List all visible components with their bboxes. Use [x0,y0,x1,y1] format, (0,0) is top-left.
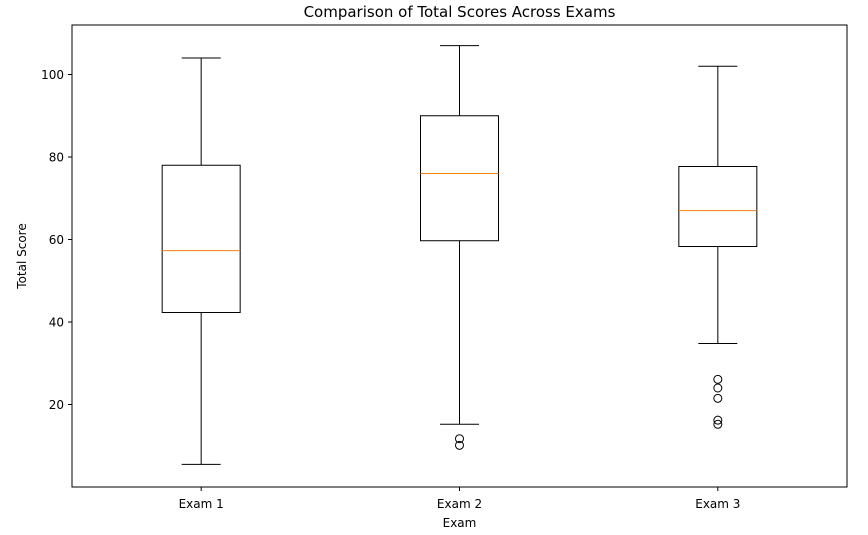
outlier-point [455,434,464,444]
box-series [161,45,758,465]
x-tick-label: Exam 3 [695,497,740,511]
x-tick-label: Exam 1 [179,497,224,511]
iqr-box [161,164,241,314]
x-tick-label: Exam 2 [437,497,482,511]
y-axis-label: Total Score [15,223,29,289]
outlier-point [713,374,723,384]
y-axis: 20 40 60 80 100 [41,68,72,412]
x-axis-label: Exam [443,516,477,530]
y-tick-label: 40 [49,316,64,330]
outlier-point [713,393,723,403]
y-tick-label: 80 [49,151,64,165]
outlier-point [713,415,723,425]
y-tick-label: 20 [49,398,64,412]
iqr-box [420,115,499,242]
box-1 [161,57,241,465]
box-3 [678,65,758,429]
x-axis: Exam 1 Exam 2 Exam 3 [179,487,740,511]
outlier-point [713,419,723,429]
outlier-point [713,383,723,393]
outlier-point [455,440,464,450]
box-2 [420,45,499,450]
y-tick-label: 60 [49,233,64,247]
chart-title: Comparison of Total Scores Across Exams [304,3,616,21]
iqr-box [678,165,758,248]
y-tick-label: 100 [41,68,64,82]
